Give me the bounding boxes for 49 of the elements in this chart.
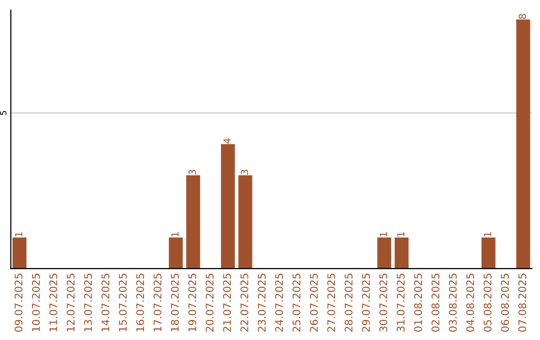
x-tick-label: 06.08.2025	[500, 274, 509, 332]
data-label: 8	[518, 14, 526, 19]
x-tick-label: 30.07.2025	[379, 274, 388, 332]
x-tick-label: 14.07.2025	[101, 274, 110, 332]
bar	[516, 20, 530, 269]
x-tick-label: 11.07.2025	[49, 274, 58, 332]
bar	[377, 237, 392, 269]
data-label: 3	[240, 170, 248, 174]
bar	[482, 237, 496, 269]
x-tick-label: 22.07.2025	[240, 274, 248, 332]
x-tick-label: 28.07.2025	[344, 274, 353, 332]
x-tick-label: 19.07.2025	[188, 274, 196, 332]
x-tick-label: 15.07.2025	[118, 274, 127, 332]
x-tick-label: 20.07.2025	[206, 274, 214, 332]
x-tick-label: 03.08.2025	[448, 274, 457, 332]
x-tick-label: 01.08.2025	[414, 274, 422, 332]
data-label: 1	[380, 232, 387, 236]
data-label: 3	[188, 170, 196, 174]
bar	[238, 175, 252, 269]
data-label: 1	[171, 232, 178, 236]
x-tick-label: 18.07.2025	[170, 274, 179, 332]
x-tick-label: 09.07.2025	[14, 274, 23, 332]
data-label: 1	[484, 232, 492, 236]
x-tick-label: 17.07.2025	[154, 274, 162, 332]
data-label: 1	[15, 232, 22, 236]
data-label: 4	[224, 138, 231, 144]
x-tick-label: 25.07.2025	[292, 274, 300, 332]
x-tick-label: 05.08.2025	[484, 274, 492, 332]
x-tick-label: 27.07.2025	[327, 274, 336, 332]
bar	[186, 175, 200, 269]
bar	[12, 237, 26, 269]
bar	[394, 237, 409, 269]
x-tick-label: 04.08.2025	[466, 274, 474, 332]
x-tick-label: 31.07.2025	[396, 274, 405, 332]
x-tick-label: 13.07.2025	[84, 274, 92, 332]
bar	[220, 144, 235, 269]
x-tick-label: 21.07.2025	[223, 274, 231, 332]
x-tick-label: 10.07.2025	[32, 274, 40, 332]
bar	[168, 237, 183, 269]
x-tick-label: 29.07.2025	[362, 274, 370, 332]
x-tick-label: 26.07.2025	[310, 274, 318, 332]
x-tick-label: 23.07.2025	[258, 274, 266, 332]
x-tick-label: 12.07.2025	[66, 274, 75, 332]
y-tick-label: 5	[0, 111, 6, 115]
data-label: 1	[397, 232, 404, 236]
x-tick-label: 02.08.2025	[432, 274, 440, 332]
x-tick-label: 16.07.2025	[136, 274, 144, 332]
x-tick-label: 07.08.2025	[518, 274, 526, 332]
x-tick-label: 24.07.2025	[275, 274, 284, 332]
